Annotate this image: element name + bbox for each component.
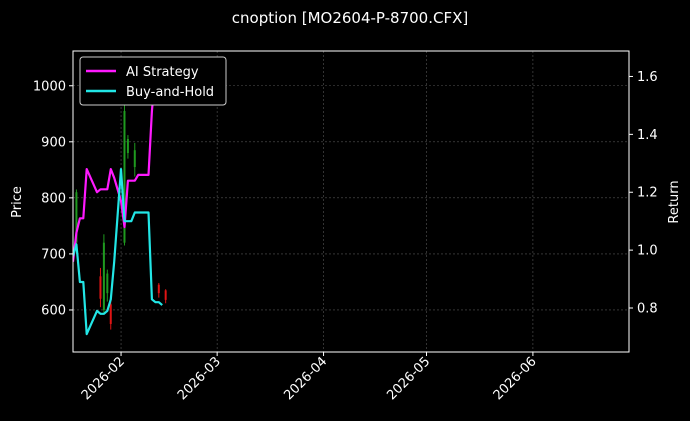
x-tick-label: 2026-05 bbox=[384, 354, 433, 403]
candle-body bbox=[75, 192, 78, 243]
left-tick-label: 700 bbox=[41, 247, 66, 262]
left-tick-label: 1000 bbox=[33, 79, 66, 94]
candlesticks bbox=[75, 99, 167, 330]
candle-body bbox=[133, 150, 136, 168]
right-tick-label: 1.0 bbox=[637, 244, 658, 259]
candle-body bbox=[126, 139, 129, 154]
ai-strategy-line bbox=[73, 69, 163, 262]
left-tick-label: 900 bbox=[41, 135, 66, 150]
candle-body bbox=[106, 273, 109, 294]
left-tick-label: 800 bbox=[41, 191, 66, 206]
legend-label-buy-and-hold: Buy-and-Hold bbox=[126, 85, 214, 100]
x-tick-label: 2026-02 bbox=[79, 354, 128, 403]
candle-body bbox=[102, 242, 105, 310]
right-tick-label: 0.8 bbox=[637, 302, 658, 317]
x-tick-label: 2026-04 bbox=[281, 354, 330, 403]
plot-frame bbox=[72, 50, 630, 353]
x-tick-label: 2026-06 bbox=[491, 354, 540, 403]
legend-label-ai-strategy: AI Strategy bbox=[126, 65, 199, 80]
legend: AI Strategy Buy-and-Hold bbox=[79, 56, 227, 106]
candle-body bbox=[123, 110, 126, 243]
candle-body bbox=[164, 290, 167, 300]
axes: 600 700 800 900 1000 0.8 1.0 1.2 1.4 1.6 2026-02 20… bbox=[33, 70, 658, 403]
right-tick-label: 1.6 bbox=[637, 70, 658, 85]
candle-body bbox=[109, 304, 112, 324]
x-tick-label: 2026-03 bbox=[175, 354, 224, 403]
left-axis-label: Price bbox=[10, 186, 25, 218]
buy-and-hold-line bbox=[73, 168, 163, 336]
candle-body bbox=[99, 276, 102, 299]
right-tick-label: 1.4 bbox=[637, 128, 658, 143]
grid-lines bbox=[73, 51, 629, 352]
series-lines bbox=[73, 69, 163, 336]
left-tick-label: 600 bbox=[41, 303, 66, 318]
chart-title: cnoption [MO2604-P-8700.CFX] bbox=[232, 9, 468, 27]
legend-box bbox=[79, 56, 227, 106]
candle-body bbox=[157, 284, 160, 294]
right-tick-label: 1.2 bbox=[637, 186, 658, 201]
right-axis-label: Return bbox=[667, 180, 682, 223]
